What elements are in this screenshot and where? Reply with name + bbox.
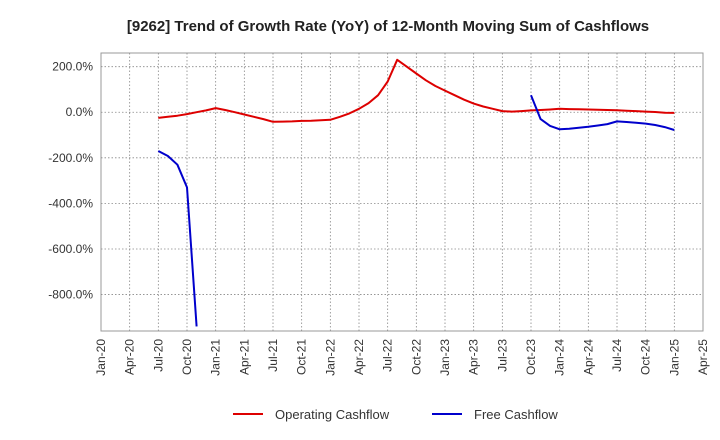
x-tick-label: Jul-23 bbox=[495, 339, 509, 372]
x-tick-label: Oct-23 bbox=[524, 339, 538, 375]
x-tick-label: Jan-23 bbox=[438, 339, 452, 376]
x-tick-label: Apr-23 bbox=[467, 339, 481, 375]
y-tick-label: -600.0% bbox=[48, 242, 93, 256]
y-tick-label: -200.0% bbox=[48, 151, 93, 165]
plot-area bbox=[100, 52, 704, 332]
x-tick-label: Jul-20 bbox=[151, 339, 165, 372]
x-tick-label: Jan-20 bbox=[94, 339, 108, 376]
y-tick-label: 0.0% bbox=[66, 105, 94, 119]
legend-label: Operating Cashflow bbox=[275, 407, 390, 422]
x-tick-label: Jul-24 bbox=[610, 339, 624, 372]
legend: Operating Cashflow Free Cashflow bbox=[233, 407, 558, 422]
y-tick-label: 200.0% bbox=[52, 60, 93, 74]
series-lines bbox=[157, 58, 675, 327]
x-tick-label: Jul-22 bbox=[381, 339, 395, 372]
x-tick-label: Oct-22 bbox=[409, 339, 423, 375]
x-tick-label: Jan-25 bbox=[667, 339, 681, 376]
x-tick-label: Oct-20 bbox=[180, 339, 194, 375]
free-cashflow-line bbox=[530, 94, 675, 131]
grid bbox=[101, 53, 703, 331]
x-tick-label: Jan-24 bbox=[553, 339, 567, 376]
x-tick-label: Apr-21 bbox=[237, 339, 251, 375]
x-tick-label: Apr-25 bbox=[696, 339, 710, 375]
legend-label: Free Cashflow bbox=[474, 407, 558, 422]
y-tick-label: -800.0% bbox=[48, 288, 93, 302]
x-tick-label: Oct-24 bbox=[639, 339, 653, 375]
x-tick-label: Jan-21 bbox=[209, 339, 223, 376]
x-tick-label: Jul-21 bbox=[266, 339, 280, 372]
y-tick-label: -400.0% bbox=[48, 196, 93, 210]
x-tick-label: Oct-21 bbox=[295, 339, 309, 375]
y-axis: 200.0% 0.0% -200.0% -400.0% -600.0% -800.0% bbox=[48, 60, 93, 302]
free-cashflow-line bbox=[157, 150, 198, 327]
x-tick-label: Apr-22 bbox=[352, 339, 366, 375]
x-tick-label: Jan-22 bbox=[323, 339, 337, 376]
operating-cashflow-line bbox=[158, 58, 675, 123]
x-tick-label: Apr-24 bbox=[581, 339, 595, 375]
x-tick-label: Apr-20 bbox=[123, 339, 137, 375]
chart-title: [9262] Trend of Growth Rate (YoY) of 12-… bbox=[127, 18, 649, 35]
x-axis: Jan-20 Apr-20 Jul-20 Oct-20 Jan-21 Apr-21 Jul-… bbox=[94, 339, 710, 376]
